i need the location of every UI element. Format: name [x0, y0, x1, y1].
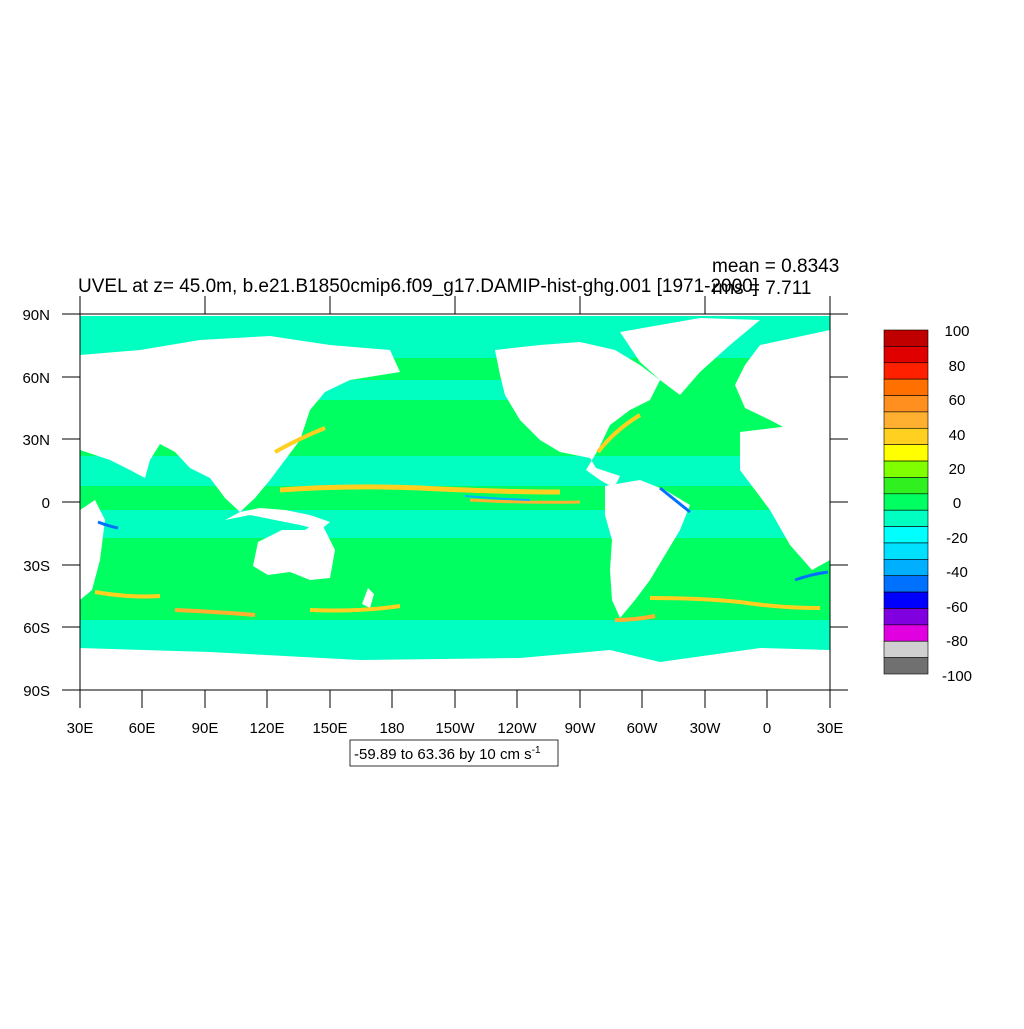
contour-info-box: -59.89 to 63.36 by 10 cm s-1	[349, 739, 559, 767]
x-tick-label: 120E	[249, 720, 284, 737]
colorbar: 100 80 60 40 20 0 -20 -40 -60 -80 -100	[883, 323, 972, 685]
x-axis-labels: 30E 60E 90E 120E 150E 180 150W 120W 90W …	[67, 720, 844, 737]
colorbar-box	[883, 657, 929, 675]
acc-jet-indian	[174, 608, 256, 617]
new-zealand-land	[362, 588, 374, 608]
y-tick-label: 0	[42, 495, 50, 512]
land-masses	[80, 318, 830, 690]
north-america-land	[495, 342, 660, 488]
indonesia-land	[225, 508, 330, 530]
colorbar-label: 20	[949, 461, 966, 478]
x-tick-label: 90W	[565, 720, 597, 737]
africa-east-land	[740, 426, 830, 570]
africa-land	[80, 500, 105, 600]
contour-info-text: -59.89 to 63.36 by 10 cm s	[354, 746, 532, 763]
colorbar-label: -100	[942, 668, 972, 685]
y-axis-labels: 90N 60N 30N 0 30S 60S 90S	[22, 307, 50, 700]
colorbar-box	[883, 559, 929, 577]
x-tick-label: 90E	[192, 720, 219, 737]
eastward-jets	[94, 413, 821, 622]
colorbar-box	[883, 509, 929, 527]
rms-value: rms = 7.711	[712, 278, 811, 299]
colorbar-labels: 100 80 60 40 20 0 -20 -40 -60 -80 -100	[942, 323, 972, 685]
acc-jet-atlantic	[649, 596, 821, 610]
x-tick-label: 60W	[627, 720, 659, 737]
drake-passage-jet	[614, 614, 656, 622]
australia-land	[253, 520, 335, 580]
y-tick-label: 60S	[23, 620, 50, 637]
colorbar-box	[883, 395, 929, 413]
colorbar-box	[883, 329, 929, 347]
y-tick-label: 60N	[22, 370, 50, 387]
acc-jet-pacific	[309, 604, 401, 613]
colorbar-box	[883, 640, 929, 658]
antarctica-land	[80, 648, 830, 690]
greenland-land	[620, 318, 760, 395]
colorbar-box	[883, 542, 929, 560]
somali-current	[97, 520, 119, 530]
mean-value: mean = 0.8343	[712, 256, 839, 277]
colorbar-label: -60	[946, 599, 968, 616]
x-tick-label: 180	[379, 720, 404, 737]
y-tick-label: 30S	[23, 558, 50, 575]
y-tick-label: 90S	[23, 683, 50, 700]
svg-text:-59.89 to 63.36 by 10 cm s-1: -59.89 to 63.36 by 10 cm s-1	[354, 745, 541, 763]
colorbar-label: 40	[949, 427, 966, 444]
colorbar-box	[883, 526, 929, 544]
contour-info-superscript: -1	[532, 745, 541, 756]
map-title: UVEL at z= 45.0m, b.e21.B1850cmip6.f09_g…	[78, 276, 758, 297]
x-tick-label: 30W	[690, 720, 722, 737]
colorbar-box	[883, 362, 929, 380]
gulf-stream-jet	[596, 413, 642, 454]
europe-land	[735, 330, 830, 440]
colorbar-box	[883, 575, 929, 593]
colorbar-label: 0	[953, 495, 961, 512]
colorbar-box	[883, 477, 929, 495]
colorbar-box	[883, 624, 929, 642]
x-tick-label: 150W	[435, 720, 475, 737]
westward-currents	[97, 486, 829, 582]
colorbar-label: -80	[946, 633, 968, 650]
x-tick-label: 60E	[129, 720, 156, 737]
agulhas-return	[794, 570, 829, 582]
colorbar-box	[883, 346, 929, 364]
equatorial-undercurrent-west	[464, 495, 531, 501]
colorbar-boxes	[883, 329, 929, 675]
brazil-coastal-current	[659, 486, 691, 514]
acc-jet-west	[94, 590, 161, 599]
axis-ticks	[62, 296, 848, 708]
eurasia-land	[80, 336, 400, 512]
south-america-land	[605, 480, 690, 618]
equatorial-countercurrent	[279, 484, 561, 495]
secondary-equatorial-jet	[469, 498, 581, 504]
map-plot-area	[80, 314, 830, 690]
colorbar-label: 100	[944, 323, 969, 340]
x-tick-label: 30E	[817, 720, 844, 737]
x-tick-label: 30E	[67, 720, 94, 737]
colorbar-box	[883, 591, 929, 609]
colorbar-label: 60	[949, 392, 966, 409]
colorbar-box	[883, 411, 929, 429]
colorbar-box	[883, 444, 929, 462]
colorbar-box	[883, 427, 929, 445]
colorbar-label: -20	[946, 530, 968, 547]
colorbar-label: 80	[949, 358, 966, 375]
colorbar-box	[883, 460, 929, 478]
x-tick-label: 0	[763, 720, 771, 737]
colorbar-label: -40	[946, 564, 968, 581]
x-tick-label: 120W	[497, 720, 537, 737]
colorbar-box	[883, 378, 929, 396]
y-tick-label: 90N	[22, 307, 50, 324]
x-tick-label: 150E	[312, 720, 347, 737]
colorbar-box	[883, 608, 929, 626]
y-tick-label: 30N	[22, 432, 50, 449]
colorbar-box	[883, 493, 929, 511]
kuroshio-jet	[274, 426, 326, 454]
